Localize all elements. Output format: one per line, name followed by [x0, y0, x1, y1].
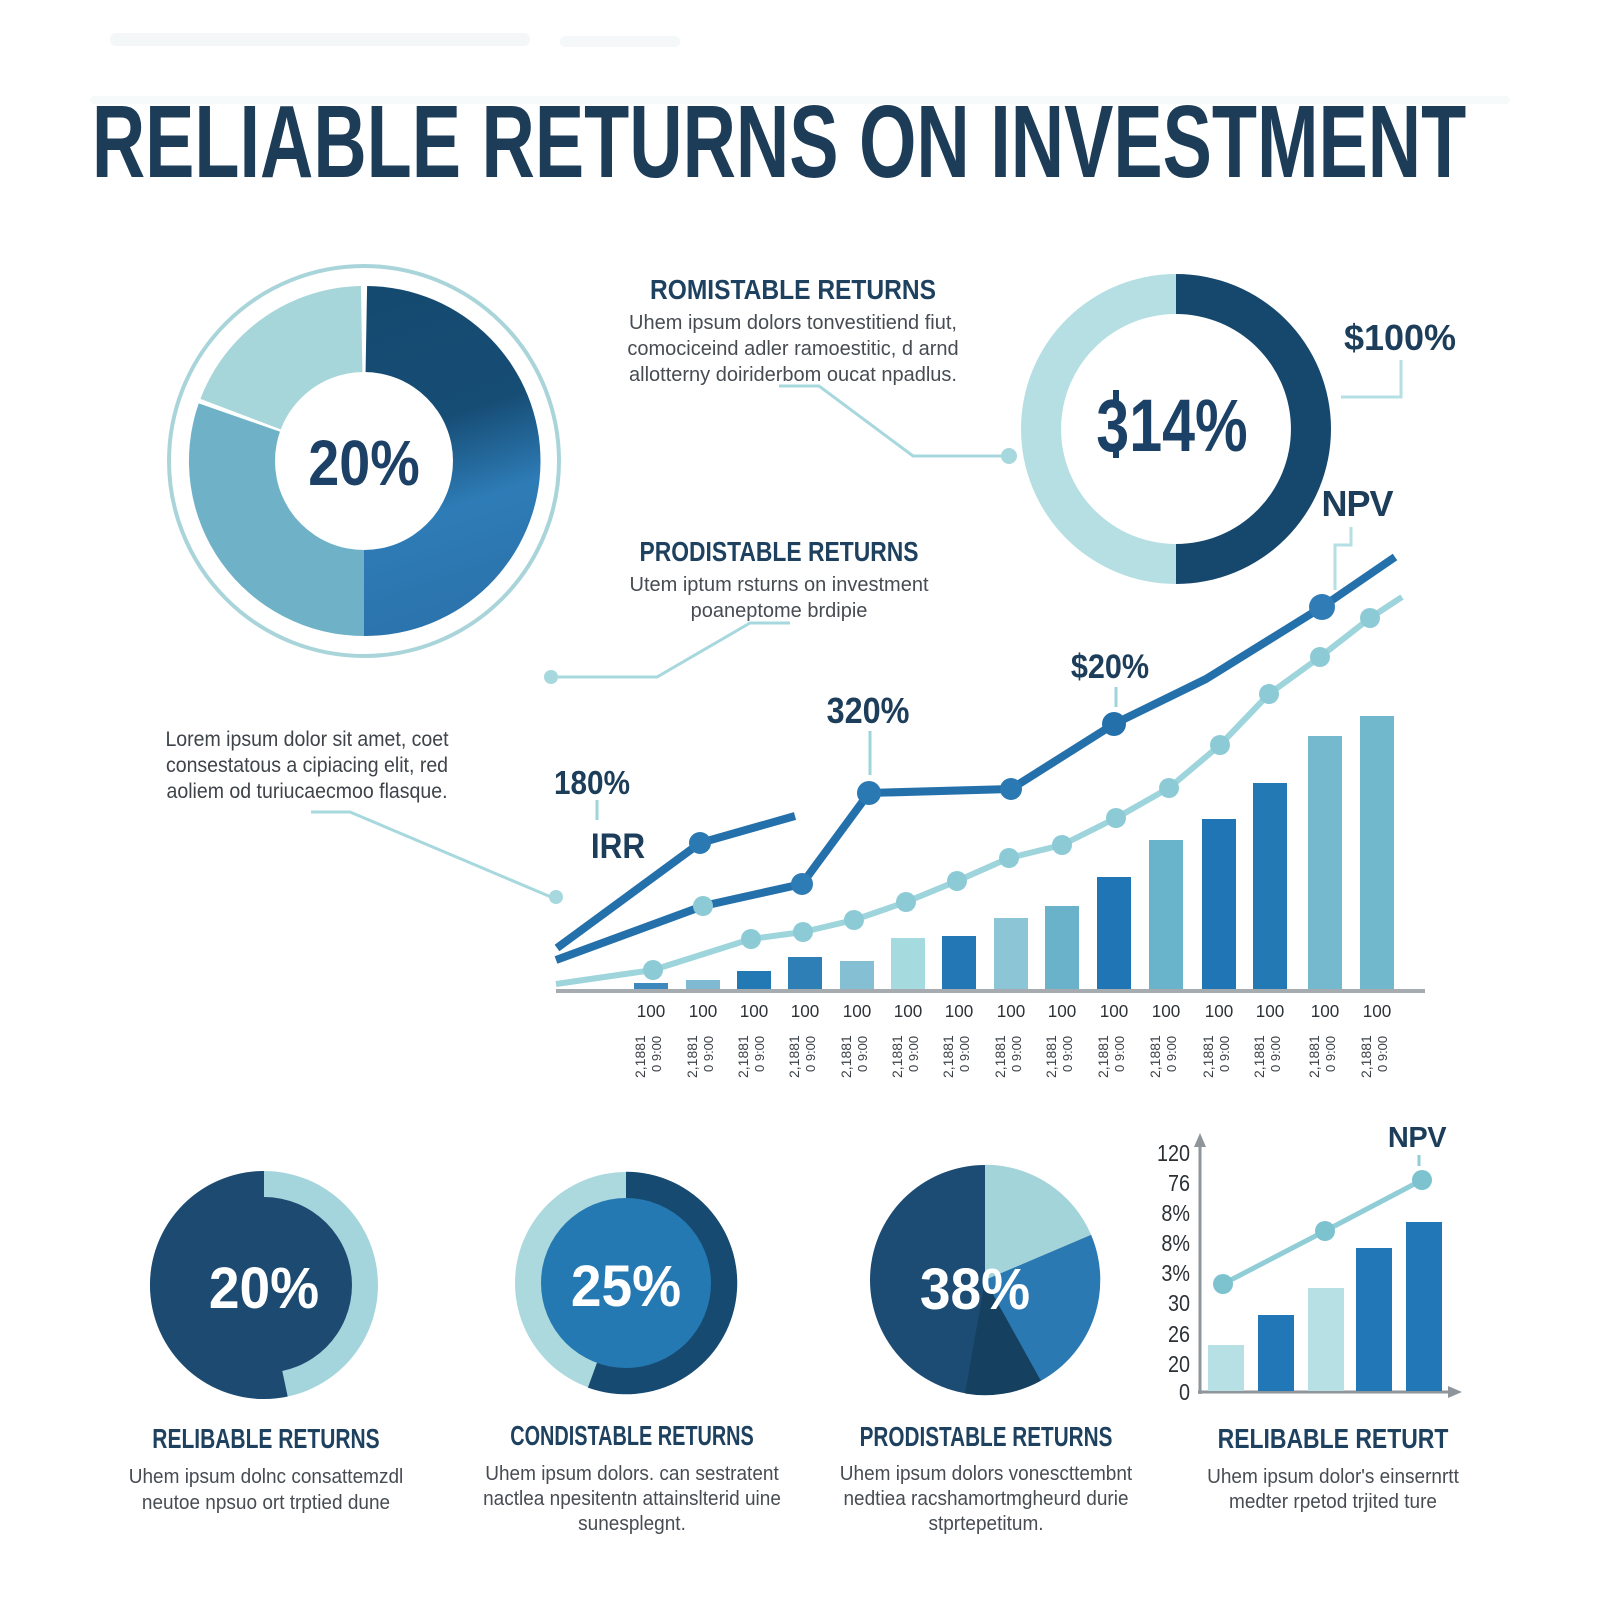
svg-text:100: 100 — [894, 1001, 923, 1022]
svg-text:Utem iptum rsturns on investme: Utem iptum rsturns on investment — [630, 574, 929, 596]
svg-text:CONDISTABLE RETURNS: CONDISTABLE RETURNS — [510, 1421, 754, 1452]
svg-text:2,1881: 2,1881 — [684, 1035, 700, 1078]
svg-text:PRODISTABLE RETURNS: PRODISTABLE RETURNS — [640, 537, 919, 568]
svg-text:Uhem ipsum dolors. can sestrat: Uhem ipsum dolors. can sestratent — [485, 1463, 779, 1486]
svg-text:100: 100 — [791, 1001, 820, 1022]
svg-text:2,1881: 2,1881 — [1251, 1035, 1267, 1078]
svg-text:2,1881: 2,1881 — [1147, 1035, 1163, 1078]
svg-text:0 9:00: 0 9:00 — [906, 1036, 921, 1072]
svg-text:26: 26 — [1168, 1322, 1190, 1348]
svg-text:PRODISTABLE RETURNS: PRODISTABLE RETURNS — [860, 1422, 1113, 1453]
svg-text:0 9:00: 0 9:00 — [957, 1036, 972, 1072]
svg-text:0 9:00: 0 9:00 — [803, 1036, 818, 1072]
svg-text:poaneptome brdipie: poaneptome brdipie — [691, 600, 868, 622]
svg-text:2,1881: 2,1881 — [838, 1035, 854, 1078]
svg-text:100: 100 — [1152, 1001, 1181, 1022]
svg-text:$100%: $100% — [1344, 317, 1456, 358]
svg-text:25%: 25% — [571, 1254, 681, 1319]
svg-text:30: 30 — [1168, 1291, 1190, 1317]
svg-text:38%: 38% — [920, 1257, 1030, 1322]
svg-text:20%: 20% — [308, 427, 419, 498]
svg-text:76: 76 — [1168, 1171, 1190, 1197]
svg-text:120: 120 — [1157, 1141, 1190, 1167]
svg-text:0 9:00: 0 9:00 — [752, 1036, 767, 1072]
svg-text:sunesplegnt.: sunesplegnt. — [578, 1513, 686, 1536]
svg-text:100: 100 — [1100, 1001, 1129, 1022]
svg-text:20: 20 — [1168, 1352, 1190, 1378]
svg-text:allotterny doiriderbom oucat n: allotterny doiriderbom oucat npadlus. — [629, 364, 957, 386]
svg-text:2,1881: 2,1881 — [735, 1035, 751, 1078]
svg-text:2,1881: 2,1881 — [992, 1035, 1008, 1078]
svg-text:2,1881: 2,1881 — [1200, 1035, 1216, 1078]
svg-text:180%: 180% — [554, 765, 630, 802]
svg-text:0 9:00: 0 9:00 — [1112, 1036, 1127, 1072]
svg-text:nactlea npesitentn attainslter: nactlea npesitentn attainslterid uine — [483, 1488, 781, 1511]
svg-text:100: 100 — [740, 1001, 769, 1022]
svg-text:0 9:00: 0 9:00 — [649, 1036, 664, 1072]
svg-text:100: 100 — [1363, 1001, 1392, 1022]
svg-text:20%: 20% — [209, 1256, 319, 1321]
svg-text:320%: 320% — [827, 691, 910, 731]
svg-text:0 9:00: 0 9:00 — [1164, 1036, 1179, 1072]
svg-text:0 9:00: 0 9:00 — [1375, 1036, 1390, 1072]
svg-text:Uhem ipsum dolors tonvestitien: Uhem ipsum dolors tonvestitiend fiut, — [629, 312, 957, 334]
svg-text:Uhem ipsum dolnc consattemzdl: Uhem ipsum dolnc consattemzdl — [129, 1466, 403, 1489]
svg-text:stprtepetitum.: stprtepetitum. — [928, 1513, 1043, 1536]
svg-text:RELIABLE RETURNS ON INVESTMENT: RELIABLE RETURNS ON INVESTMENT — [92, 84, 1466, 199]
svg-text:0 9:00: 0 9:00 — [701, 1036, 716, 1072]
svg-text:neutoe npsuo ort trptied dune: neutoe npsuo ort trptied dune — [142, 1492, 390, 1515]
svg-text:100: 100 — [637, 1001, 666, 1022]
svg-text:8%: 8% — [1161, 1231, 1190, 1257]
svg-text:consestatous a cipiacing elit,: consestatous a cipiacing elit, red — [166, 754, 448, 777]
svg-text:2,1881: 2,1881 — [940, 1035, 956, 1078]
svg-text:RELIBABLE RETURT: RELIBABLE RETURT — [1218, 1424, 1449, 1455]
svg-text:RELIBABLE RETURNS: RELIBABLE RETURNS — [152, 1424, 379, 1455]
svg-text:0 9:00: 0 9:00 — [1060, 1036, 1075, 1072]
svg-text:aoliem od turiucaecmoo flasque: aoliem od turiucaecmoo flasque. — [167, 780, 448, 803]
svg-text:2,1881: 2,1881 — [1095, 1035, 1111, 1078]
svg-text:100: 100 — [1256, 1001, 1285, 1022]
svg-text:100: 100 — [997, 1001, 1026, 1022]
svg-text:2,1881: 2,1881 — [1358, 1035, 1374, 1078]
svg-text:100: 100 — [1205, 1001, 1234, 1022]
svg-text:nedtiea racshamortmgheurd duri: nedtiea racshamortmgheurd durie — [843, 1488, 1128, 1511]
svg-text:IRR: IRR — [591, 828, 645, 867]
svg-text:2,1881: 2,1881 — [632, 1035, 648, 1078]
svg-text:100: 100 — [1311, 1001, 1340, 1022]
svg-text:NPV: NPV — [1321, 483, 1393, 524]
svg-text:ROMISTABLE RETURNS: ROMISTABLE RETURNS — [650, 273, 936, 305]
svg-text:comociceind adler ramoestitic,: comociceind adler ramoestitic, d arnd — [627, 338, 958, 360]
svg-text:2,1881: 2,1881 — [1306, 1035, 1322, 1078]
svg-text:NPV: NPV — [1388, 1122, 1447, 1154]
svg-text:100: 100 — [843, 1001, 872, 1022]
svg-text:100: 100 — [945, 1001, 974, 1022]
svg-text:medter rpetod trjited ture: medter rpetod trjited ture — [1229, 1491, 1437, 1514]
svg-text:0 9:00: 0 9:00 — [1268, 1036, 1283, 1072]
svg-text:Uhem ipsum dolor's einsernrtt: Uhem ipsum dolor's einsernrtt — [1207, 1466, 1459, 1489]
svg-text:Lorem ipsum dolor sit amet, co: Lorem ipsum dolor sit amet, coet — [165, 728, 448, 751]
svg-text:0 9:00: 0 9:00 — [1217, 1036, 1232, 1072]
svg-text:100: 100 — [689, 1001, 718, 1022]
svg-text:2,1881: 2,1881 — [889, 1035, 905, 1078]
svg-text:2,1881: 2,1881 — [1043, 1035, 1059, 1078]
svg-text:0 9:00: 0 9:00 — [1009, 1036, 1024, 1072]
svg-text:Uhem ipsum dolors vonescttembn: Uhem ipsum dolors vonescttembnt — [840, 1463, 1133, 1486]
svg-text:$20%: $20% — [1071, 648, 1149, 686]
svg-text:0 9:00: 0 9:00 — [1323, 1036, 1338, 1072]
svg-text:0 9:00: 0 9:00 — [855, 1036, 870, 1072]
svg-text:8%: 8% — [1161, 1201, 1190, 1227]
svg-text:314%: 314% — [1096, 385, 1247, 468]
svg-text:100: 100 — [1048, 1001, 1077, 1022]
svg-text:3%: 3% — [1161, 1261, 1190, 1287]
svg-text:0: 0 — [1179, 1380, 1190, 1406]
svg-text:2,1881: 2,1881 — [786, 1035, 802, 1078]
